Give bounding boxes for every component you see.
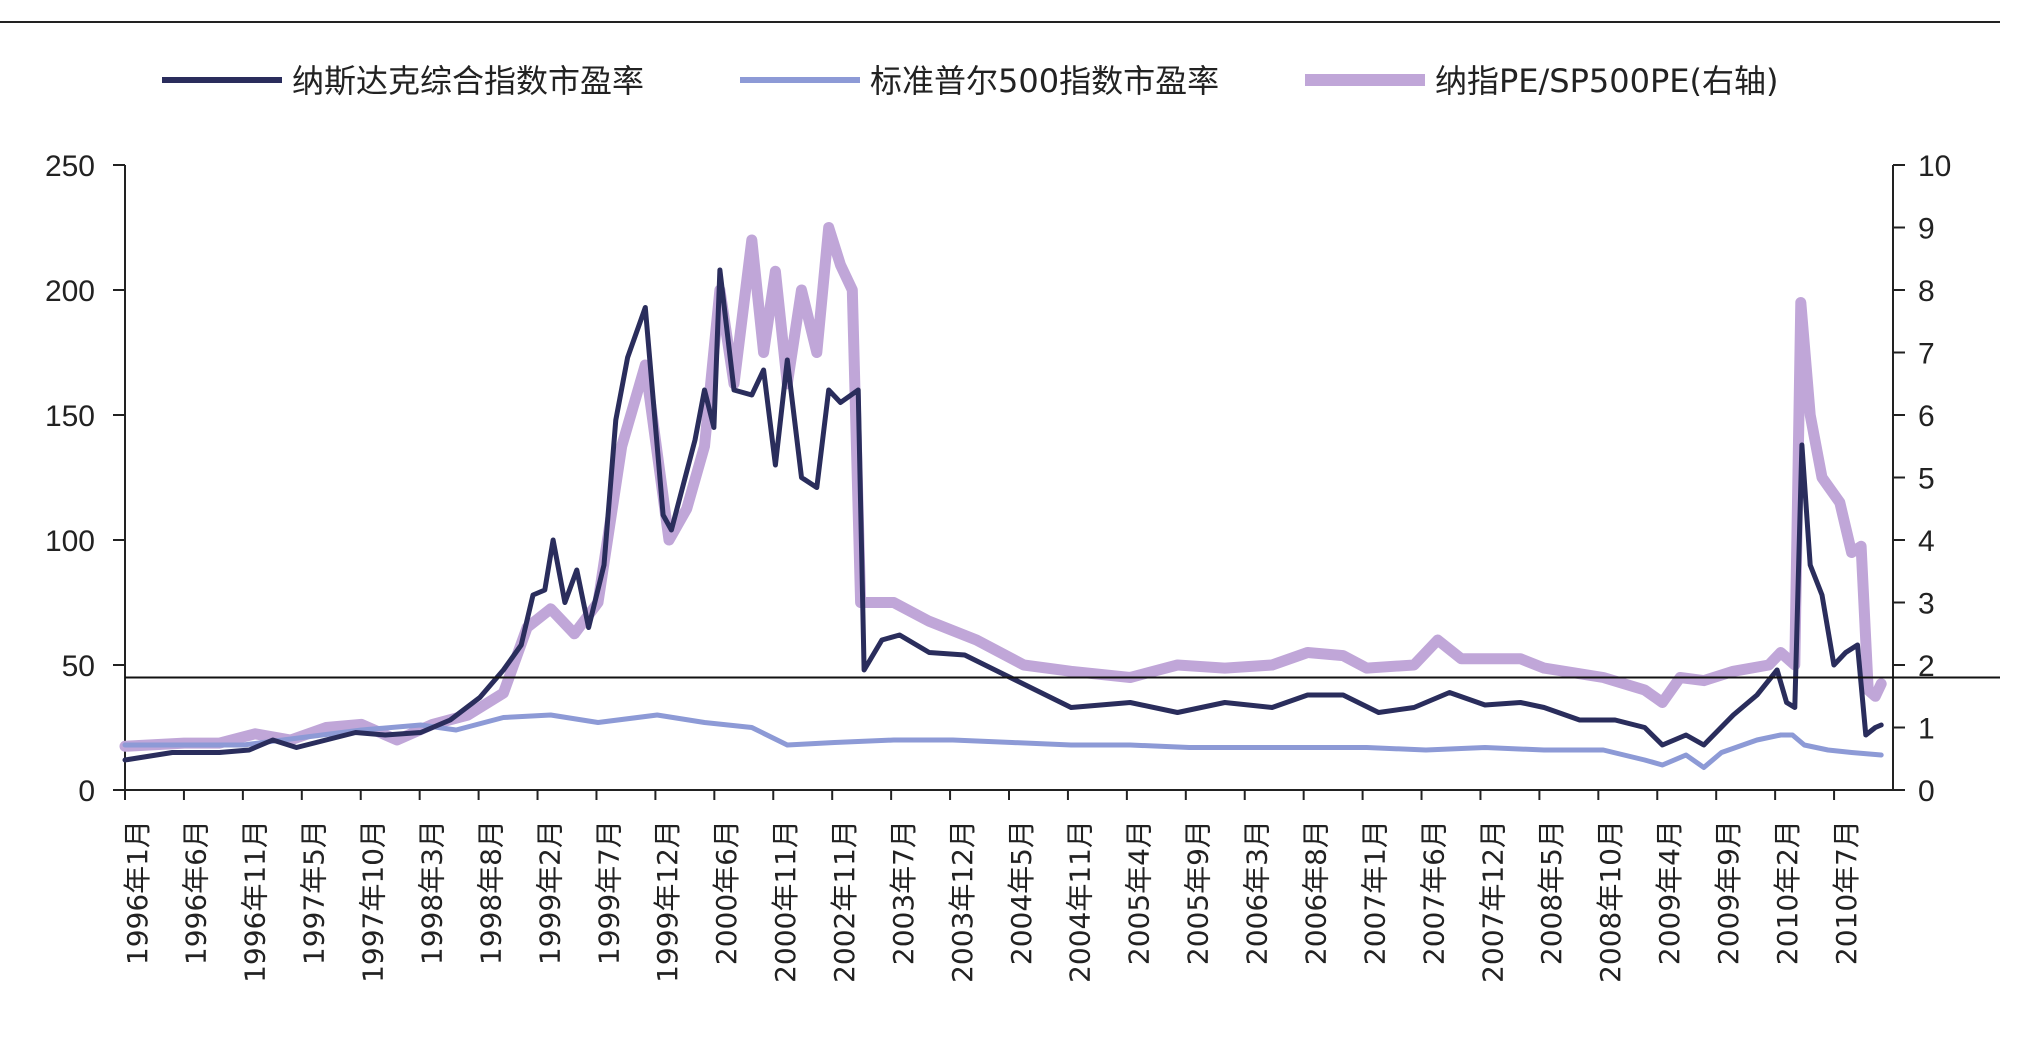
x-axis-tick-label: 2006年8月	[1299, 820, 1332, 965]
left-axis-tick-label: 150	[45, 400, 95, 433]
x-axis-tick-label: 2002年11月	[828, 820, 861, 983]
right-axis-tick-label: 2	[1918, 650, 1935, 683]
series-line-0	[122, 267, 1884, 763]
right-axis-tick-label: 5	[1918, 463, 1935, 496]
x-axis-tick-label: 2009年9月	[1712, 820, 1745, 965]
legend-label-nasdaq-pe: 纳斯达克综合指数市盈率	[292, 62, 644, 100]
x-axis-tick-label: 2004年11月	[1064, 820, 1097, 983]
right-axis-tick-label: 10	[1918, 150, 1951, 183]
x-axis-tick-label: 2000年6月	[710, 820, 743, 965]
right-axis: 0 1 2 3 4 5 6 7 8 9 10	[1892, 150, 1951, 808]
legend-label-ratio: 纳指PE/SP500PE(右轴)	[1435, 62, 1778, 100]
x-axis-tick-label: 1998年3月	[415, 820, 448, 965]
right-axis-tick-label: 9	[1918, 213, 1935, 246]
series-line-1	[122, 712, 1884, 770]
right-axis-tick-label: 0	[1918, 775, 1935, 808]
legend-label-sp500-pe: 标准普尔500指数市盈率	[870, 62, 1219, 100]
x-axis-tick-label: 1999年7月	[592, 820, 625, 965]
x-axis-tick-label: 2000年11月	[769, 820, 802, 983]
left-axis-tick-label: 0	[78, 775, 95, 808]
left-axis: 0 50 100 150 200 250	[45, 150, 126, 808]
x-axis-tick-label: 2005年4月	[1123, 820, 1156, 965]
x-axis-tick-label: 2008年10月	[1594, 820, 1627, 983]
x-axis-tick-label: 1997年5月	[298, 820, 331, 965]
x-axis-tick-label: 2010年7月	[1830, 820, 1863, 965]
x-axis-tick-label: 2006年3月	[1241, 820, 1274, 965]
x-axis-tick-label: 2003年12月	[946, 820, 979, 983]
x-axis-tick-label: 2007年1月	[1358, 820, 1391, 965]
x-axis-tick-label: 2007年6月	[1417, 820, 1450, 965]
legend: 纳斯达克综合指数市盈率 标准普尔500指数市盈率 纳指PE/SP500PE(右轴…	[162, 62, 1778, 100]
right-axis-tick-label: 8	[1918, 275, 1935, 308]
right-axis-tick-label: 6	[1918, 400, 1935, 433]
x-axis-tick-label: 1996年6月	[180, 820, 213, 965]
right-axis-tick-label: 1	[1918, 713, 1935, 746]
x-axis: 1996年1月 1996年6月 1996年11月 1997年5月 1997年10月 199…	[121, 789, 1893, 983]
x-axis-tick-label: 2007年12月	[1476, 820, 1509, 983]
series-layer	[119, 222, 1887, 770]
right-axis-tick-label: 4	[1918, 525, 1935, 558]
right-axis-tick-label: 7	[1918, 338, 1935, 371]
left-axis-tick-label: 50	[62, 650, 95, 683]
left-axis-tick-label: 100	[45, 525, 95, 558]
series-line-2	[119, 222, 1887, 752]
x-axis-tick-label: 1999年2月	[533, 820, 566, 965]
x-axis-tick-label: 1996年1月	[121, 820, 154, 965]
x-axis-tick-label: 1997年10月	[357, 820, 390, 983]
x-axis-tick-label: 1998年8月	[474, 820, 507, 965]
x-axis-tick-label: 2009年4月	[1653, 820, 1686, 965]
x-axis-tick-label: 2008年5月	[1535, 820, 1568, 965]
right-axis-tick-label: 3	[1918, 588, 1935, 621]
x-axis-tick-label: 1999年12月	[651, 820, 684, 983]
x-axis-tick-label: 2005年9月	[1182, 820, 1215, 965]
left-axis-tick-label: 200	[45, 275, 95, 308]
x-axis-tick-label: 1996年11月	[239, 820, 272, 983]
x-axis-tick-label: 2010年2月	[1771, 820, 1804, 965]
left-axis-tick-label: 250	[45, 150, 95, 183]
x-axis-tick-label: 2003年7月	[887, 820, 920, 965]
x-axis-tick-label: 2004年5月	[1005, 820, 1038, 965]
